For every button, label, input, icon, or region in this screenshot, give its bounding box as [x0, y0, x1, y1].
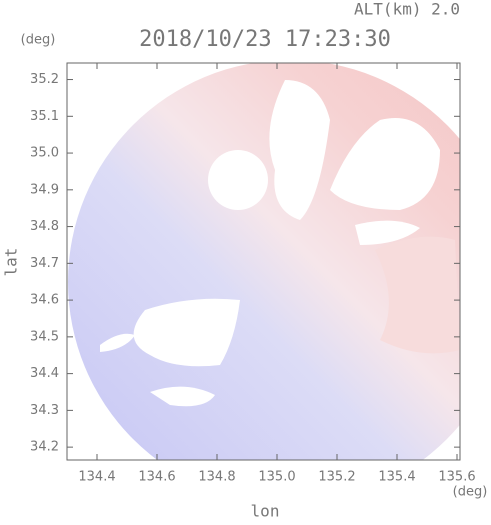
y-tick-label: 34.3: [30, 403, 59, 418]
x-tick-label: 134.8: [198, 470, 235, 485]
radar-image: [68, 63, 460, 460]
altitude-label: ALT(km) 2.0: [354, 0, 460, 19]
y-tick-label: 34.7: [30, 256, 59, 271]
y-tick-label: 35.1: [30, 109, 59, 124]
chart-title: 2018/10/23 17:23:30: [139, 27, 391, 52]
x-tick-label: 135.2: [318, 470, 355, 485]
plot-frame: [66, 62, 461, 461]
y-axis-label: lat: [2, 248, 21, 277]
x-axis-label: lon: [251, 502, 280, 521]
x-tick-label: 135.4: [378, 470, 415, 485]
y-tick-label: 34.4: [30, 366, 59, 381]
y-tick-label: 34.5: [30, 329, 59, 344]
x-unit: (deg): [453, 485, 488, 500]
x-tick-label: 135.6: [438, 470, 475, 485]
x-tick-label: 135.0: [258, 470, 295, 485]
y-tick-label: 34.2: [30, 440, 59, 455]
y-tick-label: 34.6: [30, 293, 59, 308]
y-tick-label: 34.8: [30, 219, 59, 234]
y-tick-label: 35.0: [30, 146, 59, 161]
y-tick-label: 34.9: [30, 182, 59, 197]
y-unit: (deg): [21, 33, 56, 48]
y-tick-label: 35.2: [30, 72, 59, 87]
x-tick-label: 134.6: [138, 470, 175, 485]
x-tick-label: 134.4: [78, 470, 115, 485]
